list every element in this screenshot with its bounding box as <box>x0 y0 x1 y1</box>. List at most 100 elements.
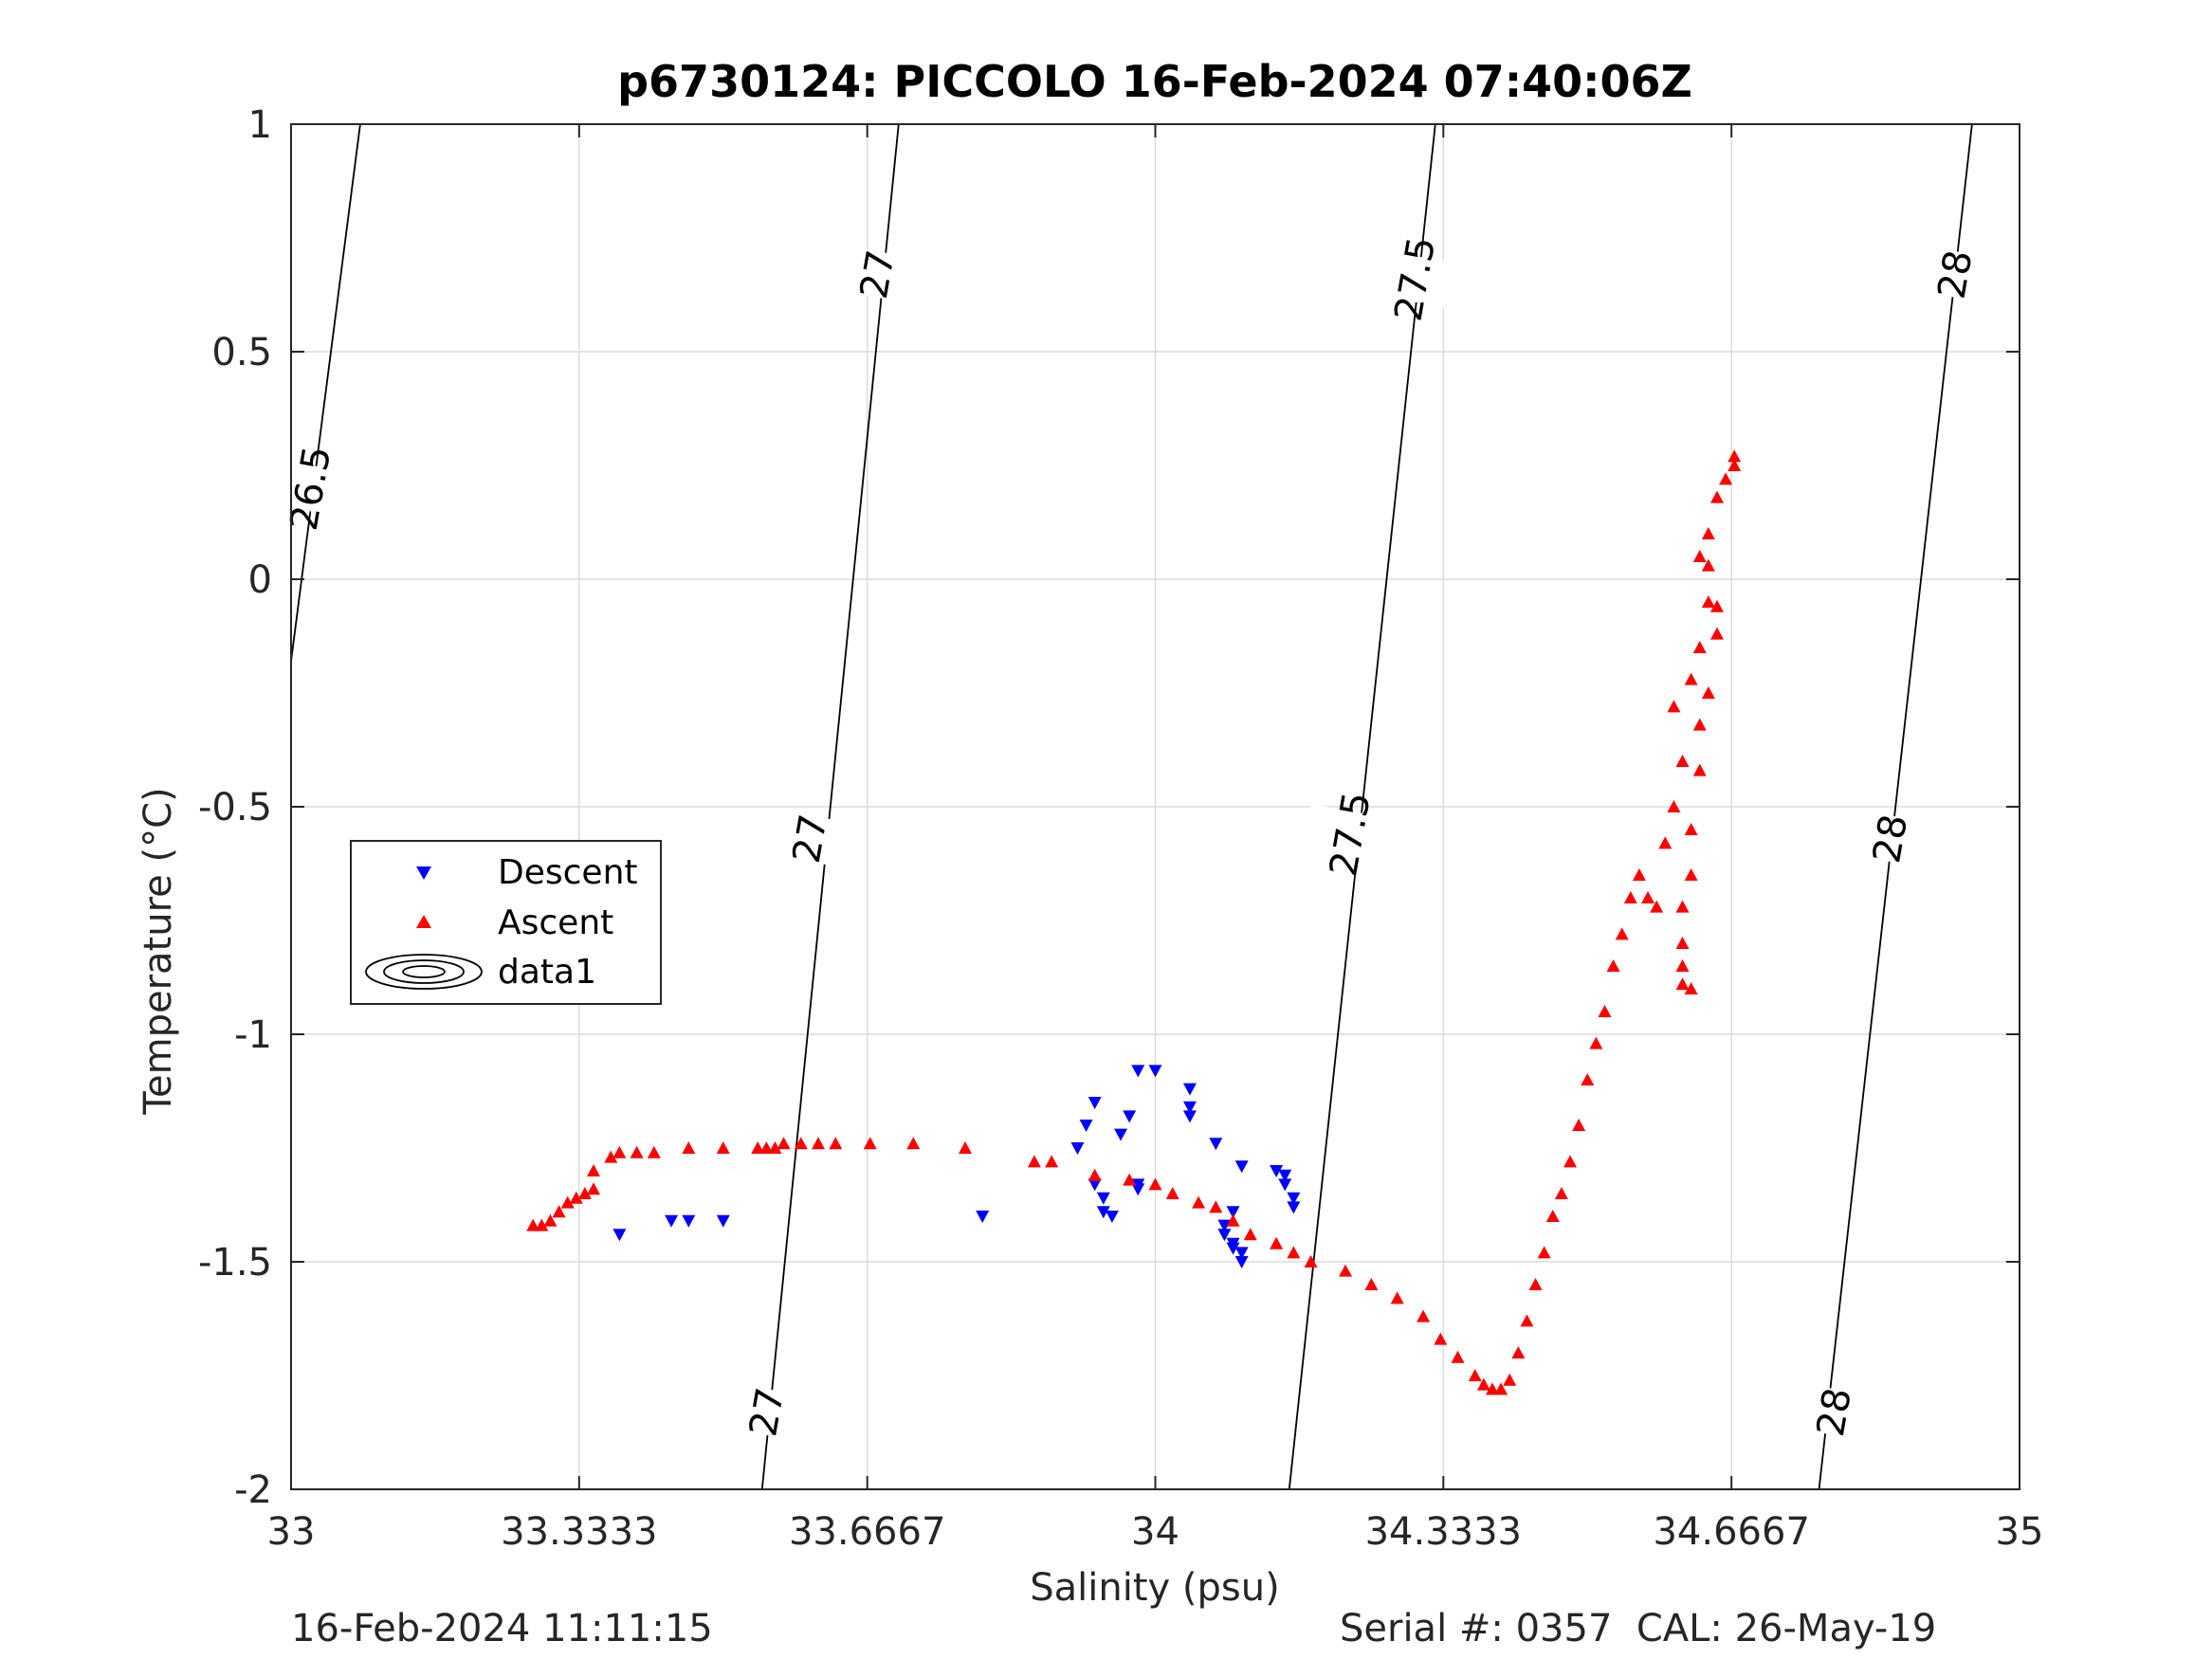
contour-label: 28 <box>1865 811 1916 866</box>
ascent-point <box>1589 1036 1603 1049</box>
legend-data1-label: data1 <box>498 953 596 992</box>
ascent-point <box>1554 1187 1568 1199</box>
ascent-point <box>552 1205 566 1218</box>
ascent-point <box>1692 718 1707 731</box>
ascent-point <box>1503 1373 1517 1386</box>
ascent-point <box>1598 1005 1612 1017</box>
contour-label-bg <box>762 808 857 869</box>
contour-label: 27.5 <box>1322 789 1380 880</box>
contour-label-bg <box>1786 1381 1881 1443</box>
descent-point <box>716 1214 730 1228</box>
ascent-point <box>1417 1309 1431 1322</box>
ascent-point <box>716 1141 730 1154</box>
ascent-point <box>794 1137 808 1150</box>
isopycnal-line <box>290 123 361 662</box>
ascent-point <box>1632 868 1646 881</box>
contour-label-bg <box>719 1381 814 1443</box>
legend-ascent-label: Ascent <box>498 903 613 942</box>
ascent-point <box>1641 891 1655 903</box>
ascent-point <box>1650 900 1664 913</box>
ascent-point <box>768 1141 782 1154</box>
ascent-point <box>1572 1119 1586 1131</box>
y-axis-label: Temperature (°C) <box>137 787 180 1115</box>
y-tick-label: -0.5 <box>198 786 272 830</box>
ascent-point <box>1675 755 1690 767</box>
ascent-point <box>1485 1382 1499 1395</box>
contour-label-bg <box>1367 248 1462 309</box>
descent-point <box>1278 1169 1292 1182</box>
descent-point <box>1088 1097 1102 1109</box>
ascent-point <box>1709 627 1724 640</box>
ascent-point <box>577 1187 592 1199</box>
contour-label: 27 <box>852 247 904 302</box>
x-tick-label: 33.3333 <box>501 1510 657 1554</box>
ascent-point <box>1528 1278 1543 1290</box>
ascent-point <box>906 1137 921 1150</box>
ascent-point <box>1304 1255 1318 1267</box>
axis-ticks <box>290 123 2020 1490</box>
descent-point <box>1114 1128 1128 1141</box>
ascent-point <box>1390 1291 1404 1304</box>
legend: Descent Ascent data1 <box>350 840 662 1005</box>
descent-point <box>1105 1211 1119 1223</box>
ascent-point <box>1434 1332 1448 1345</box>
grid-lines <box>291 124 2020 1489</box>
ascent-point <box>1537 1246 1551 1259</box>
descent-point <box>1131 1065 1145 1078</box>
ascent-point <box>1476 1377 1490 1391</box>
descent-point <box>1070 1142 1085 1155</box>
footer-serial-cal: Serial #: 0357 CAL: 26-May-19 <box>1340 1607 1937 1650</box>
ascent-point <box>1692 641 1707 653</box>
ascent-point <box>1701 686 1715 699</box>
y-tick-label: -2 <box>234 1468 272 1512</box>
ascent-point <box>1615 927 1629 940</box>
ascent-point <box>587 1164 601 1176</box>
ascent-point <box>1692 550 1707 562</box>
ascent-point <box>759 1141 774 1154</box>
ascent-point <box>1494 1382 1508 1395</box>
ascent-point <box>958 1141 972 1154</box>
legend-contour-icon <box>365 954 483 990</box>
ascent-point <box>535 1218 549 1231</box>
descent-point <box>1270 1165 1284 1177</box>
ascent-point <box>1701 595 1715 608</box>
descent-point <box>1278 1178 1292 1192</box>
ascent-point <box>1088 1168 1102 1181</box>
legend-ascent-marker <box>416 915 431 928</box>
ascent-point <box>777 1137 791 1150</box>
descent-point <box>976 1211 990 1223</box>
ascent-point <box>1684 672 1698 685</box>
descent-point <box>1234 1160 1249 1174</box>
isopycnal-line <box>760 123 900 1490</box>
y-tick-label: -1.5 <box>198 1241 272 1285</box>
descent-point <box>1226 1242 1240 1255</box>
ascent-point <box>1563 1155 1578 1168</box>
ascent-point <box>1675 900 1690 913</box>
ascent-point <box>1701 527 1715 539</box>
ascent-point <box>1123 1173 1137 1186</box>
ascent-point <box>1606 959 1620 972</box>
ascent-point <box>1658 836 1673 849</box>
ascent-point <box>587 1182 601 1195</box>
x-tick-label: 34.3333 <box>1365 1510 1522 1554</box>
isopycnal-line <box>1818 123 1973 1490</box>
ascent-point <box>1511 1346 1526 1358</box>
x-tick-label: 33 <box>267 1510 316 1554</box>
descent-point <box>612 1229 627 1242</box>
descent-point <box>1217 1229 1232 1242</box>
descent-point <box>1096 1192 1110 1205</box>
contour-label: 28 <box>1930 247 1982 302</box>
ascent-point <box>1728 449 1742 463</box>
chart-title: p6730124: PICCOLO 16-Feb-2024 07:40:06Z <box>617 56 1692 107</box>
ascent-point <box>526 1218 540 1231</box>
descent-point <box>1123 1110 1137 1123</box>
ascent-point <box>863 1137 877 1150</box>
footer-timestamp: 16-Feb-2024 11:11:15 <box>291 1607 713 1650</box>
descent-point <box>665 1214 679 1228</box>
ascent-point <box>1209 1200 1223 1213</box>
ascent-point <box>1719 472 1733 485</box>
ascent-point <box>1675 977 1690 991</box>
ascent-point <box>1364 1278 1379 1290</box>
ascent-point <box>1684 868 1698 881</box>
